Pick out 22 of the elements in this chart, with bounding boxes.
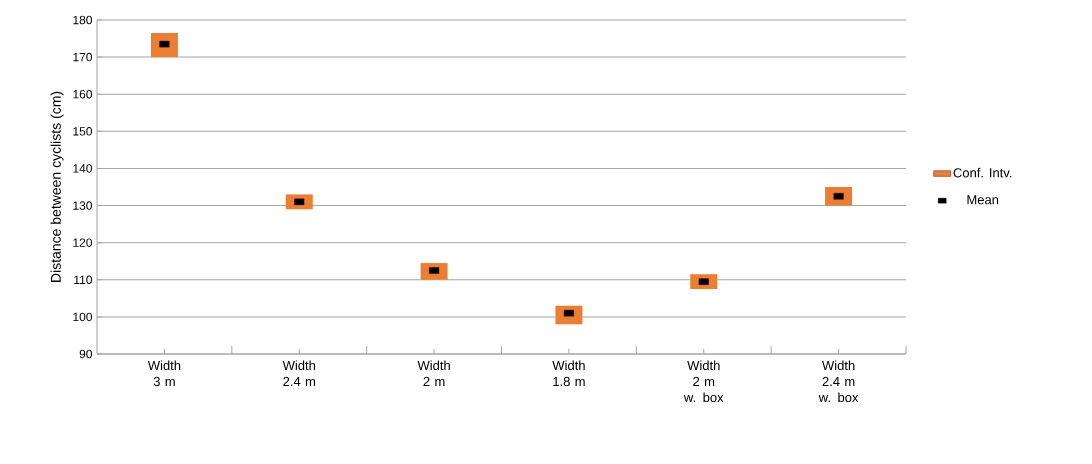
y-tick-label: 110 (74, 275, 93, 285)
legend-label: Conf. Intv. (953, 167, 1012, 178)
point (294, 198, 305, 206)
point (159, 40, 170, 48)
y-tick-label: 90 (79, 349, 93, 359)
y-axis-title: Distance between cyclists (cm) (50, 91, 64, 282)
x-tick-label: Width 2 m w. box (683, 360, 724, 403)
x-tick-label: Width 2.4 m w. box (818, 360, 859, 403)
point (563, 309, 574, 317)
x-tick-label: Width 2.4 m (282, 360, 316, 386)
y-tick-label: 130 (73, 201, 92, 210)
y-tick-label: 100 (73, 312, 92, 322)
x-tick-label: Width 1.8 m (552, 360, 585, 387)
x-tick-label: Width 2 m (417, 360, 450, 386)
y-tick-label: 150 (73, 127, 92, 136)
y-tick-label: 120 (73, 238, 92, 247)
legend-label: Mean (967, 195, 999, 205)
y-tick-label: 180 (73, 15, 92, 25)
y-tick-label: 170 (73, 52, 92, 62)
x-tick-label: Width 3 m (147, 360, 181, 387)
y-tick-label: 140 (73, 164, 92, 173)
y-tick-label: 160 (73, 89, 92, 99)
